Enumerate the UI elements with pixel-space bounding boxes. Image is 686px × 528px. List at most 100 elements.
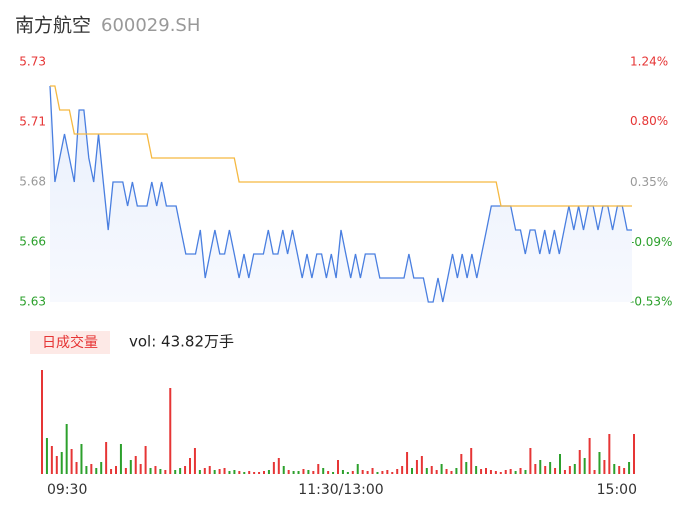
volume-bar xyxy=(95,468,98,474)
volume-bar xyxy=(317,464,320,474)
volume-bar xyxy=(80,444,83,474)
volume-bar xyxy=(189,458,191,474)
volume-bar xyxy=(312,471,315,474)
subtitle: 600029.SH xyxy=(101,15,200,36)
volume-bar xyxy=(341,470,344,474)
volume-bar xyxy=(425,468,428,474)
volume-bar xyxy=(332,472,335,474)
y-tick-label: 5.63 xyxy=(19,295,46,309)
volume-bar xyxy=(198,470,201,474)
volume-bar xyxy=(623,468,626,474)
volume-bar xyxy=(100,462,103,474)
price-area xyxy=(50,86,632,302)
volume-bar xyxy=(509,469,512,474)
y-tick-label: 5.73 xyxy=(19,55,46,69)
volume-bar xyxy=(322,468,325,474)
volume-bar xyxy=(243,472,246,474)
volume-bar xyxy=(248,471,251,474)
y-tick-label: 5.66 xyxy=(19,235,46,249)
y2-tick-label: 0.80% xyxy=(630,114,668,128)
volume-bar xyxy=(233,470,236,474)
volume-bar xyxy=(420,456,423,474)
volume-bar xyxy=(159,469,162,474)
volume-bar xyxy=(460,454,463,474)
legend-badge-bg xyxy=(30,331,110,354)
volume-bar xyxy=(203,468,206,474)
series-line xyxy=(50,85,632,207)
volume-bar xyxy=(144,446,147,474)
volume-bar xyxy=(465,462,468,474)
volume-bar xyxy=(504,470,507,474)
volume-bar xyxy=(559,454,561,474)
volume-bar xyxy=(75,462,78,474)
volume-bar xyxy=(603,460,606,474)
volume-bar xyxy=(386,470,389,474)
volume-bar xyxy=(613,464,616,474)
volume-bar xyxy=(430,466,433,474)
volume-bar xyxy=(297,471,300,474)
volume-bar xyxy=(277,458,280,474)
volume-bar xyxy=(139,464,142,474)
volume-bar xyxy=(272,462,275,474)
volume-bar xyxy=(327,471,330,474)
volume-bar xyxy=(588,438,591,474)
volume-bar xyxy=(129,460,132,474)
volume-bar xyxy=(356,464,359,474)
volume-bar xyxy=(149,468,152,474)
volume-bar xyxy=(253,472,256,474)
volume-bar xyxy=(302,469,305,474)
volume-bar xyxy=(485,468,487,474)
volume-bar xyxy=(633,434,635,474)
volume-bar xyxy=(494,471,497,474)
volume-bar xyxy=(593,470,596,474)
volume-bar xyxy=(287,470,290,474)
volume-bar xyxy=(618,466,621,474)
volume-bar xyxy=(307,470,310,474)
volume-bar xyxy=(499,472,502,474)
volume-bar xyxy=(154,466,157,474)
volume-bar xyxy=(480,469,483,474)
x-tick-label: 15:00 xyxy=(597,482,637,498)
legend-badge: 日成交量 xyxy=(42,334,98,351)
volume-bar xyxy=(164,470,167,474)
volume-bar xyxy=(450,471,453,474)
volume-bar xyxy=(85,466,88,474)
volume-bar xyxy=(90,464,93,474)
volume-bar xyxy=(45,438,48,474)
y2-tick-label: -0.53% xyxy=(630,295,672,309)
volume-bar xyxy=(41,370,43,474)
volume-bar xyxy=(134,456,137,474)
y2-tick-label: 0.35% xyxy=(630,175,668,189)
volume-bar xyxy=(218,469,221,474)
volume-bar xyxy=(361,470,364,474)
volume-bar xyxy=(376,472,379,474)
volume-bar xyxy=(65,424,68,474)
volume-bar xyxy=(169,388,172,474)
volume-bar xyxy=(598,452,601,474)
volume-bar xyxy=(184,466,187,474)
volume-bar xyxy=(628,462,631,474)
volume-bar xyxy=(228,471,231,474)
volume-bar xyxy=(440,464,443,474)
volume-bar xyxy=(583,458,586,474)
volume-bar xyxy=(529,448,532,474)
volume-bar xyxy=(435,470,438,474)
volume-bar xyxy=(292,471,295,474)
volume-bar xyxy=(337,460,339,474)
volume-bar xyxy=(455,468,458,474)
volume-bar xyxy=(578,450,581,474)
series-line xyxy=(49,85,632,303)
volume-bar xyxy=(519,468,522,474)
y-tick-label: 5.71 xyxy=(19,115,46,129)
volume-bar xyxy=(282,466,285,474)
volume-bar xyxy=(573,464,576,474)
y-tick-label: 5.68 xyxy=(19,175,46,189)
volume-bar xyxy=(119,444,122,474)
volume-bar xyxy=(193,448,196,474)
volume-bar xyxy=(445,469,448,474)
volume-bar xyxy=(524,470,527,474)
volume-bar xyxy=(554,468,557,474)
y2-tick-label: 1.24% xyxy=(630,55,668,69)
volume-bar xyxy=(115,466,117,474)
